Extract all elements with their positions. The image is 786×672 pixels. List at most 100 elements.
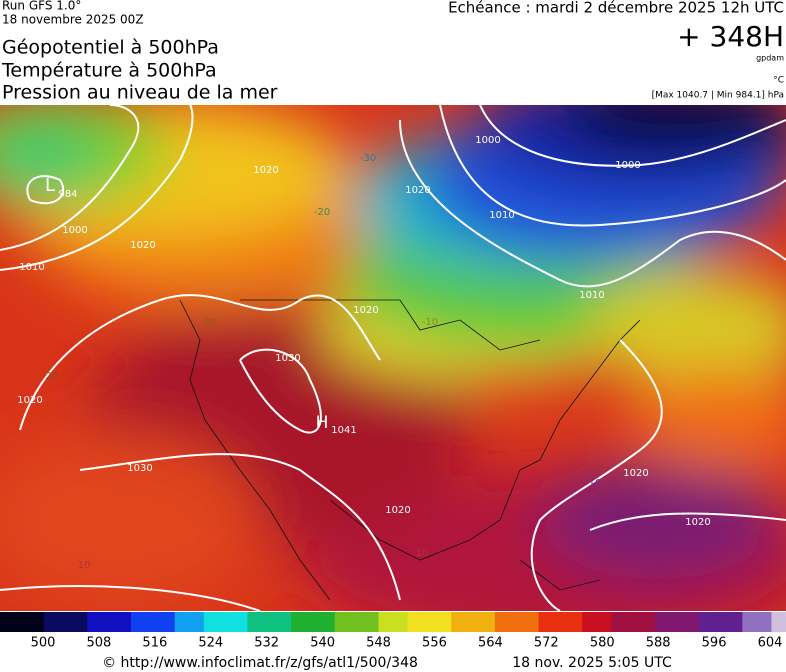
colorbar-swatch — [611, 612, 627, 632]
colorbar-swatch — [713, 612, 729, 632]
colorbar-swatch — [422, 612, 438, 632]
map-label: 1000 — [615, 160, 640, 171]
colorbar-swatch — [451, 612, 467, 632]
run-date: 18 novembre 2025 00Z — [2, 13, 144, 27]
map-label: 1010 — [579, 290, 604, 301]
colorbar-label: 580 — [590, 636, 615, 651]
map-label: 1020 — [130, 240, 155, 251]
colorbar-label: 604 — [758, 636, 783, 651]
map-label: -20 — [314, 207, 330, 218]
colorbar-swatch — [363, 612, 379, 632]
colorbar-swatch — [43, 612, 59, 632]
colorbar-swatch — [742, 612, 758, 632]
map-label: 1020 — [623, 468, 648, 479]
colorbar-swatch — [320, 612, 336, 632]
map-label: 1020 — [685, 517, 710, 528]
colorbar-swatch — [756, 612, 772, 632]
colorbar-swatch — [87, 612, 103, 632]
colorbar-swatch — [596, 612, 612, 632]
colorbar-swatch — [349, 612, 365, 632]
colorbar-swatch — [407, 612, 423, 632]
colorbar-swatch — [58, 612, 74, 632]
colorbar: 500 508 516 524 532 540 548 556 564 572 580 588 596 6… — [0, 612, 786, 651]
source-url: © http://www.infoclimat.fr/z/gfs/atl1/50… — [102, 655, 418, 671]
map-label: 10 — [589, 478, 602, 489]
colorbar-swatch — [509, 612, 525, 632]
map-label: 1041 — [331, 425, 356, 436]
map-label: 1000 — [62, 225, 87, 236]
colorbar-swatch — [247, 612, 263, 632]
colorbar-swatch — [218, 612, 234, 632]
title: Pression au niveau de la mer — [2, 82, 278, 104]
colorbar-label: 556 — [422, 636, 447, 651]
map-label: H — [316, 413, 329, 433]
colorbar-swatch — [131, 612, 147, 632]
map-label: 1030 — [275, 353, 300, 364]
colorbar-swatch — [72, 612, 88, 632]
map-label: 1010 — [19, 262, 44, 273]
map-label: -20 — [200, 317, 216, 328]
colorbar-swatch — [494, 612, 510, 632]
colorbar-swatch — [669, 612, 685, 632]
map-label: L — [45, 175, 55, 196]
colorbar-swatch — [160, 612, 176, 632]
map-label: 1020 — [17, 395, 42, 406]
map-label: 1030 — [127, 463, 152, 474]
colorbar-label: 596 — [702, 636, 727, 651]
title: Température à 500hPa — [1, 60, 217, 82]
unit-geo: gpdam — [756, 54, 784, 63]
colorbar-swatch — [116, 612, 132, 632]
run: Run GFS 1.0° — [2, 0, 81, 13]
colorbar-swatch — [305, 612, 321, 632]
colorbar-swatch — [262, 612, 278, 632]
colorbar-swatch — [771, 612, 786, 632]
colorbar-label: 540 — [310, 636, 335, 651]
colorbar-swatch — [436, 612, 452, 632]
colorbar-label: 572 — [534, 636, 559, 651]
colorbar-label: 524 — [198, 636, 223, 651]
colorbar-swatch — [727, 612, 743, 632]
colorbar-label: 508 — [87, 636, 112, 651]
map-label: 10 — [416, 548, 429, 559]
colorbar-swatch — [29, 612, 45, 632]
title: Géopotentiel à 500hPa — [2, 37, 219, 59]
colorbar-label: 500 — [31, 636, 56, 651]
colorbar-swatch — [189, 612, 205, 632]
map-label: -20 — [42, 371, 58, 382]
colorbar-swatch — [0, 612, 16, 632]
unit-temp: °C — [773, 76, 784, 86]
colorbar-swatch — [480, 612, 496, 632]
lead-time: + 348H — [677, 20, 784, 53]
colorbar-label: 588 — [646, 636, 671, 651]
colorbar-swatch — [625, 612, 641, 632]
colorbar-swatch — [232, 612, 248, 632]
colorbar-swatch — [291, 612, 307, 632]
colorbar-swatch — [378, 612, 394, 632]
colorbar-label: 516 — [142, 636, 167, 651]
colorbar-swatch — [174, 612, 190, 632]
colorbar-swatch — [582, 612, 598, 632]
pressure-range: [Max 1040.7 | Min 984.1] hPa — [652, 91, 784, 101]
map-label: 1020 — [253, 165, 278, 176]
colorbar-swatch — [655, 612, 671, 632]
colorbar-swatch — [553, 612, 569, 632]
colorbar-swatch — [334, 612, 350, 632]
colorbar-swatch — [684, 612, 700, 632]
colorbar-swatch — [14, 612, 30, 632]
colorbar-swatch — [145, 612, 161, 632]
colorbar-swatch — [538, 612, 554, 632]
map-label: 1010 — [489, 210, 514, 221]
map-label: 10 — [78, 560, 91, 571]
colorbar-swatch — [567, 612, 583, 632]
colorbar-swatch — [203, 612, 219, 632]
map-label: 1020 — [385, 505, 410, 516]
colorbar-swatch — [276, 612, 292, 632]
map-label: 984 — [58, 189, 77, 200]
colorbar-swatch — [465, 612, 481, 632]
colorbar-swatch — [393, 612, 409, 632]
valid-time: Echéance : mardi 2 décembre 2025 12h UTC — [448, 0, 784, 17]
map-label: 1000 — [475, 135, 500, 146]
generated-time: 18 nov. 2025 5:05 UTC — [512, 655, 672, 671]
